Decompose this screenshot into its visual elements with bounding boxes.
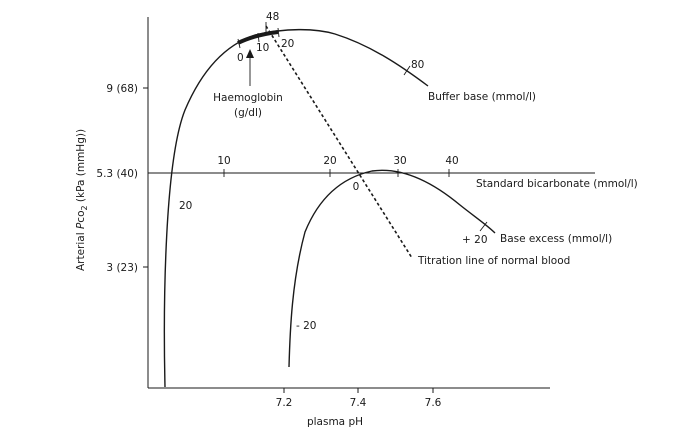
haemoglobin-tick-mark xyxy=(237,38,241,49)
haemoglobin-scale-bar xyxy=(237,30,279,45)
titration-line xyxy=(265,25,413,259)
haemoglobin-tick-label: 10 xyxy=(256,42,269,54)
haemoglobin-tick-mark xyxy=(277,27,280,38)
y-tick-label: 5.3 (40) xyxy=(96,168,138,180)
bicarbonate-tick-label: 30 xyxy=(393,155,406,167)
buffer-base-tick-mark xyxy=(403,65,411,76)
haemoglobin-tick-label: 20 xyxy=(281,38,294,50)
buffer-base-top-label: 48 xyxy=(266,11,279,23)
buffer-base-label: Buffer base (mmol/l) xyxy=(428,91,536,103)
x-tick-label: 7.2 xyxy=(276,397,293,409)
titration-line-label: Titration line of normal blood xyxy=(417,255,570,267)
base-excess-label: Base excess (mmol/l) xyxy=(500,233,612,245)
y-tick-label: 3 (23) xyxy=(106,262,138,274)
haemoglobin-tick-mark xyxy=(257,32,260,43)
y-tick-label: 9 (68) xyxy=(106,83,138,95)
base-excess-zero-label: 0 xyxy=(353,181,360,193)
base-excess-tick-mark xyxy=(479,221,488,232)
bicarbonate-tick-label: 20 xyxy=(323,155,336,167)
bicarbonate-tick-label: 40 xyxy=(445,155,458,167)
bicarbonate-tick-label: 10 xyxy=(217,155,230,167)
haemoglobin-tick-label: 0 xyxy=(237,52,244,64)
base-excess-curve xyxy=(288,169,496,368)
standard-bicarbonate-label: Standard bicarbonate (mmol/l) xyxy=(476,178,638,190)
buffer-base-value-label: 80 xyxy=(411,59,424,71)
y-axis-title: Arterial Pco2 (kPa (mmHg)) xyxy=(75,129,89,271)
x-tick-label: 7.6 xyxy=(425,397,442,409)
x-tick-label: 7.4 xyxy=(350,397,367,409)
buffer-base-curve xyxy=(163,28,429,388)
haemoglobin-label-unit: (g/dl) xyxy=(234,107,262,119)
base-excess-plus-label: + 20 xyxy=(462,234,488,246)
x-axis-title: plasma pH xyxy=(307,416,363,428)
base-excess-minus-label: - 20 xyxy=(296,320,317,332)
haemoglobin-label: Haemoglobin xyxy=(213,92,283,104)
left-curve-label: 20 xyxy=(179,200,192,212)
haemoglobin-pointer-arrowhead xyxy=(246,49,254,58)
